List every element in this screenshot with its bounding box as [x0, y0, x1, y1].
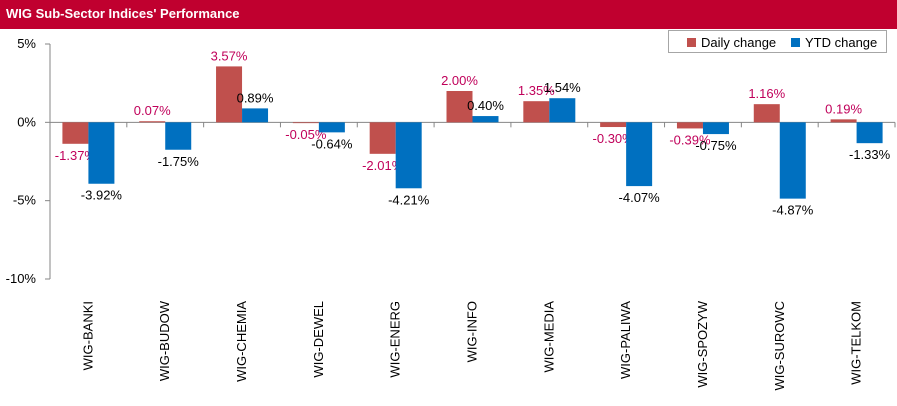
chart-title: WIG Sub-Sector Indices' Performance	[6, 6, 240, 21]
y-tick-label: 5%	[17, 36, 36, 51]
bar-daily-change	[369, 122, 396, 154]
data-label-daily: 1.16%	[748, 86, 785, 101]
bar-daily-change	[292, 122, 319, 124]
x-category-label: WIG-INFO	[465, 301, 480, 362]
bar-ytd-change	[88, 122, 115, 184]
data-label-ytd: -0.64%	[311, 136, 353, 151]
bar-ytd-change	[472, 116, 499, 123]
data-label-ytd: -1.33%	[849, 147, 891, 162]
data-label-daily: -0.05%	[285, 127, 327, 142]
data-label-daily: 1.35%	[518, 83, 555, 98]
bar-daily-change	[830, 119, 857, 123]
x-category-label: WIG-DEWEL	[311, 301, 326, 378]
data-label-ytd: 0.89%	[237, 90, 274, 105]
bar-ytd-change	[779, 122, 806, 199]
legend-label-ytd: YTD change	[805, 35, 878, 50]
bar-daily-change	[523, 101, 550, 123]
bar-daily-change	[216, 66, 243, 123]
x-category-label: WIG-SUROWC	[772, 301, 787, 391]
chart-title-bar: WIG Sub-Sector Indices' Performance	[0, 0, 897, 29]
data-label-daily: -1.37%	[55, 148, 97, 163]
data-label-daily: -2.01%	[362, 158, 404, 173]
data-label-ytd: 1.54%	[544, 80, 581, 95]
legend-label-daily: Daily change	[701, 35, 777, 50]
legend-swatch-ytd	[791, 38, 800, 47]
data-label-ytd: -3.92%	[81, 188, 123, 203]
bar-daily-change	[753, 104, 780, 123]
legend-swatch-daily	[687, 38, 696, 47]
bar-ytd-change	[318, 122, 345, 133]
bar-ytd-change	[856, 122, 883, 144]
chart-legend: Daily change YTD change	[668, 30, 887, 53]
data-label-ytd: -4.21%	[388, 192, 430, 207]
bar-ytd-change	[395, 122, 422, 189]
bar-daily-change	[139, 121, 166, 123]
data-label-daily: 2.00%	[441, 73, 478, 88]
bar-daily-change	[446, 91, 473, 123]
bar-daily-change	[676, 122, 703, 129]
x-category-label: WIG-TELKOM	[849, 301, 864, 385]
bar-daily-change	[600, 122, 627, 128]
bar-ytd-change	[242, 108, 269, 123]
x-category-label: WIG-BANKI	[80, 301, 95, 370]
y-tick-label: 0%	[17, 114, 36, 129]
bar-ytd-change	[549, 98, 576, 123]
data-label-ytd: 0.40%	[467, 98, 504, 113]
bar-daily-change	[62, 122, 89, 144]
legend-item-daily-change: Daily change	[687, 35, 777, 50]
x-category-label: WIG-ENERG	[388, 301, 403, 378]
data-label-daily: 0.19%	[825, 101, 862, 116]
data-label-daily: -0.39%	[669, 132, 711, 147]
x-category-label: WIG-MEDIA	[541, 301, 556, 373]
bar-ytd-change	[626, 122, 653, 187]
y-tick-label: -5%	[13, 193, 37, 208]
x-category-label: WIG-BUDOW	[157, 300, 172, 381]
x-category-label: WIG-SPOZYW	[695, 300, 710, 387]
data-label-ytd: -1.75%	[158, 154, 200, 169]
data-label-daily: -0.30%	[593, 131, 635, 146]
data-label-ytd: -4.07%	[619, 190, 661, 205]
bar-chart: 5% 0% -5% -10% -1.37% -3.92% WIG-BANKI 0.07% -1.…	[6, 36, 896, 391]
data-label-daily: 3.57%	[211, 48, 248, 63]
legend-item-ytd-change: YTD change	[791, 35, 878, 50]
data-label-ytd: -0.75%	[695, 138, 737, 153]
y-tick-label: -10%	[6, 271, 37, 286]
data-label-ytd: -4.87%	[772, 203, 814, 218]
x-category-label: WIG-PALIWA	[618, 301, 633, 379]
x-category-label: WIG-CHEMIA	[234, 301, 249, 382]
bar-ytd-change	[702, 122, 729, 135]
data-label-daily: 0.07%	[134, 103, 171, 118]
bar-ytd-change	[165, 122, 192, 150]
